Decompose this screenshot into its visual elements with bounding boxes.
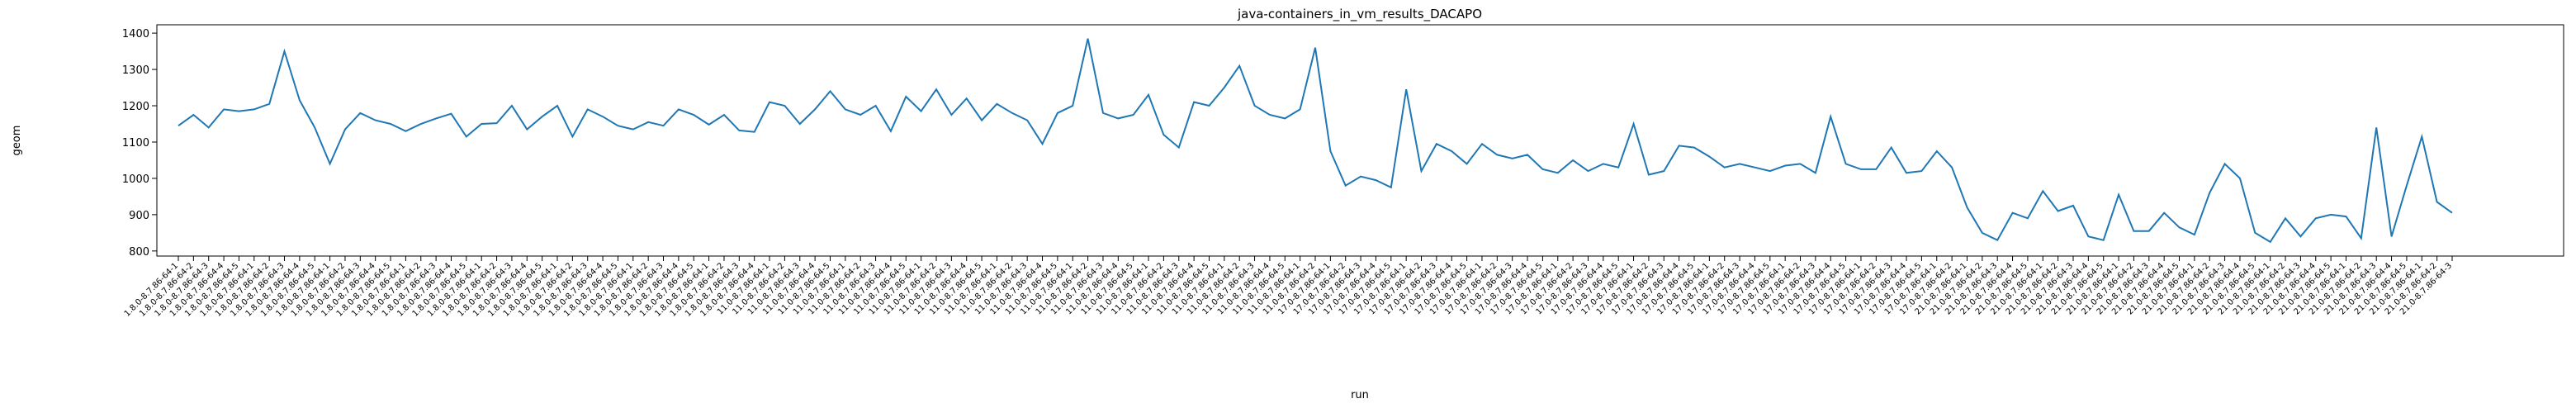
y-tick-label: 800: [129, 246, 149, 259]
chart-title: java-containers_in_vm_results_DACAPO: [1237, 7, 1482, 22]
y-axis-label: geom: [11, 126, 23, 156]
y-tick-label: 1000: [122, 173, 149, 186]
y-tick-label: 1400: [122, 28, 149, 40]
x-axis-label: run: [1351, 389, 1369, 401]
plot-frame: [156, 24, 2564, 257]
y-tick-label: 1200: [122, 101, 149, 113]
data-line: [178, 38, 2453, 244]
y-tick-label: 900: [129, 210, 149, 222]
y-tick-label: 1100: [122, 137, 149, 150]
y-tick-label: 1300: [122, 64, 149, 77]
